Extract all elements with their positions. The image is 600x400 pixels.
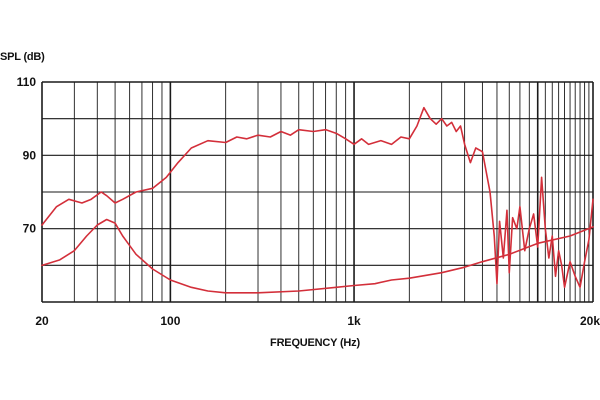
- x-tick-label: 1k: [347, 314, 361, 328]
- series-group: [41, 106, 594, 294]
- y-tick-label: 110: [17, 75, 37, 89]
- x-tick-label: 100: [160, 314, 180, 328]
- y-tick-label: 90: [23, 148, 37, 162]
- series-line-1: [41, 106, 594, 289]
- y-axis-label: SPL (dB): [0, 51, 45, 63]
- grid: [41, 81, 594, 303]
- x-tick-label: 20k: [580, 314, 600, 328]
- x-tick-label: 20: [35, 314, 49, 328]
- series-line-2: [41, 218, 594, 294]
- y-tick-label: 70: [23, 222, 37, 236]
- x-axis-label: FREQUENCY (Hz): [270, 337, 360, 349]
- tick-labels: 110 90 70 20 100 1k 20k: [17, 75, 600, 328]
